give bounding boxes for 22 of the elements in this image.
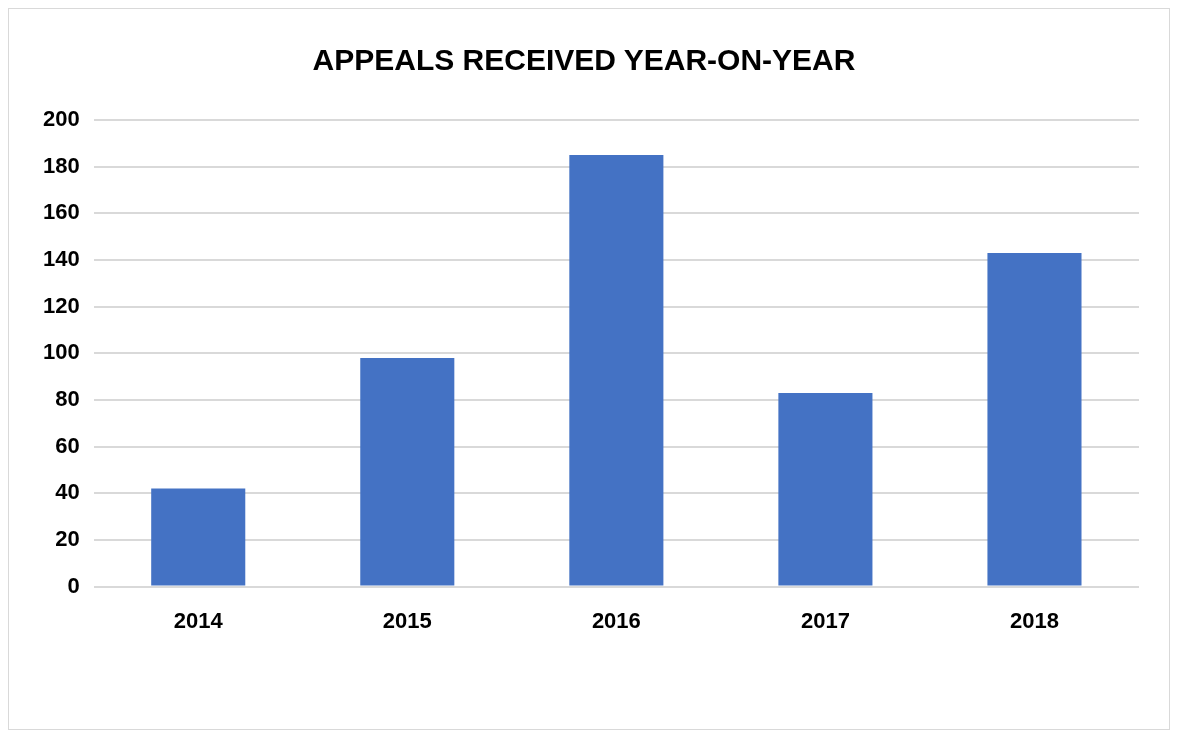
x-tick-label: 2014 [173, 607, 224, 633]
y-tick-label: 140 [42, 246, 80, 272]
y-tick-label: 200 [42, 106, 80, 132]
y-tick-label: 180 [42, 152, 80, 178]
x-tick-label: 2017 [800, 607, 850, 633]
y-tick-label: 120 [42, 292, 80, 318]
y-tick-label: 20 [55, 526, 80, 551]
chart-title: APPEALS RECEIVED YEAR-ON-YEAR [312, 43, 856, 77]
y-tick-label: 60 [55, 432, 80, 458]
bar [778, 392, 873, 586]
x-tick-label: 2018 [1009, 607, 1059, 633]
y-tick-label: 80 [55, 386, 80, 412]
bar [987, 252, 1082, 586]
bar [569, 155, 664, 586]
x-tick-label: 2016 [591, 607, 641, 633]
y-tick-label: 0 [67, 572, 80, 598]
bar [151, 488, 246, 586]
x-tick-label: 2015 [382, 607, 432, 633]
bar [360, 357, 455, 586]
y-tick-label: 100 [42, 339, 80, 365]
y-tick-label: 160 [42, 199, 80, 225]
y-tick-label: 40 [55, 479, 80, 505]
